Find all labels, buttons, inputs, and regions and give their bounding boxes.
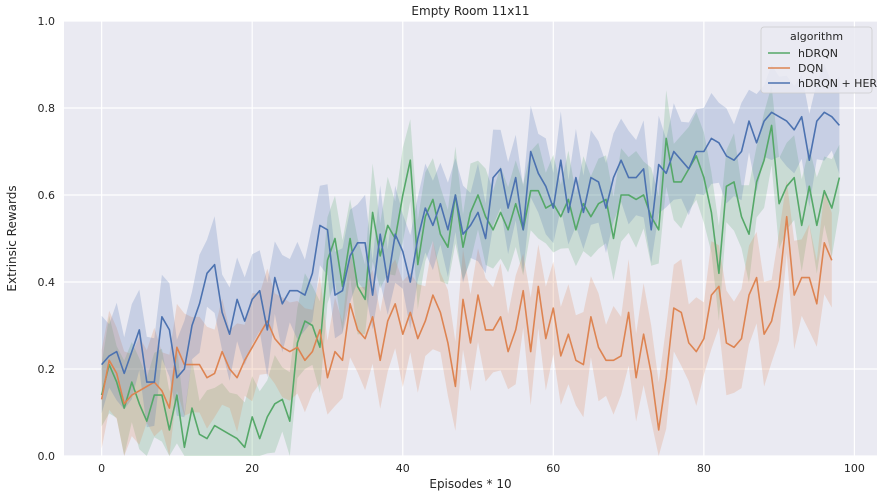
x-tick-label: 60 [546, 462, 560, 475]
y-tick-labels: 0.0 0.2 0.4 0.6 0.8 1.0 [38, 15, 56, 463]
legend-entry: hDRQN [798, 47, 838, 60]
series-line [100, 111, 841, 383]
y-axis-label: Extrinsic Rewards [5, 185, 19, 291]
series-line [100, 124, 841, 449]
legend-title: algorithm [790, 30, 843, 43]
y-tick-label: 0.0 [38, 450, 56, 463]
legend: algorithm hDRQN DQN hDRQN + HER [760, 26, 877, 94]
legend-entry: hDRQN + HER [798, 77, 877, 90]
legend-items: hDRQN DQN hDRQN + HER [768, 47, 877, 90]
series-line [100, 215, 833, 431]
y-tick-label: 1.0 [38, 15, 56, 28]
x-tick-label: 80 [697, 462, 711, 475]
y-tick-label: 0.4 [38, 276, 56, 289]
y-tick-label: 0.8 [38, 102, 56, 115]
legend-entry: DQN [798, 62, 823, 75]
legend-box [760, 26, 873, 94]
x-tick-label: 40 [396, 462, 410, 475]
plot-area [64, 21, 877, 456]
confidence-band [101, 64, 840, 428]
series-lines [100, 111, 841, 449]
confidence-band [101, 85, 840, 456]
chart-title: Empty Room 11x11 [411, 4, 529, 18]
x-tick-label: 20 [245, 462, 259, 475]
x-tick-label: 100 [844, 462, 865, 475]
x-axis-label: Episodes * 10 [429, 477, 511, 491]
grid-lines [64, 20, 877, 457]
y-tick-label: 0.2 [38, 363, 56, 376]
y-tick-label: 0.6 [38, 189, 56, 202]
x-tick-label: 0 [98, 462, 105, 475]
x-tick-labels: 0 20 40 60 80 100 [98, 462, 865, 475]
